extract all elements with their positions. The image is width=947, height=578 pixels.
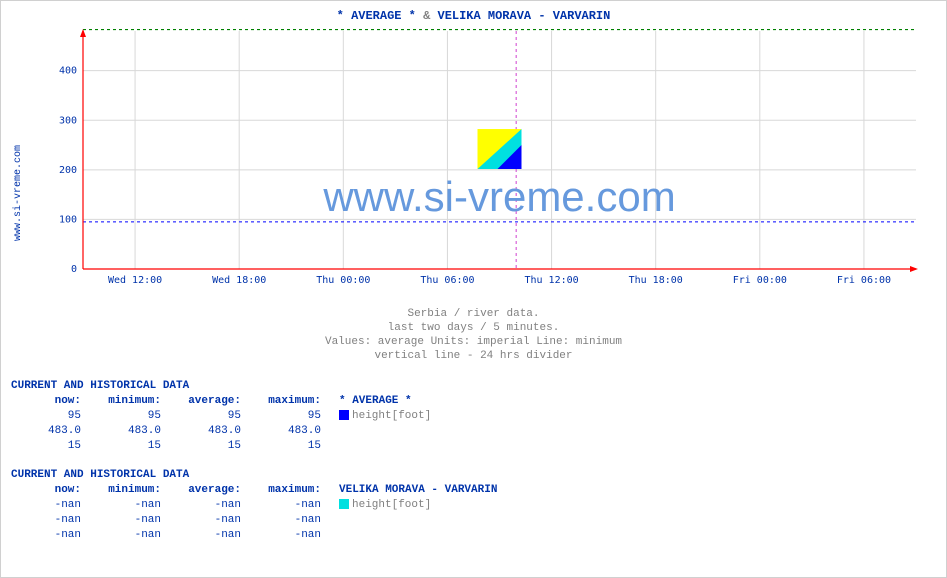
col-header-max: maximum:	[241, 483, 321, 498]
cell-now: 483.0	[11, 424, 81, 439]
table-row: 483.0483.0483.0483.0	[11, 424, 931, 439]
chart-svg: 100 200 300 400 Wed 12:00 Wed 18:00 Thu 00:00 T…	[51, 29, 921, 309]
col-header-series: * AVERAGE *	[321, 394, 412, 409]
cell-now: -nan	[11, 513, 81, 528]
svg-text:Fri 06:00: Fri 06:00	[837, 275, 891, 286]
cell-max: 95	[241, 409, 321, 424]
title-separator: &	[416, 9, 438, 23]
cell-min: 483.0	[81, 424, 161, 439]
cell-avg: -nan	[161, 498, 241, 513]
cell-max: -nan	[241, 528, 321, 543]
subtitle-block: Serbia / river data. last two days / 5 m…	[1, 307, 946, 363]
data-table: CURRENT AND HISTORICAL DATAnow:minimum:a…	[11, 468, 931, 543]
cell-max: -nan	[241, 513, 321, 528]
svg-text:Wed 18:00: Wed 18:00	[212, 275, 266, 286]
cell-avg: 483.0	[161, 424, 241, 439]
cell-avg: -nan	[161, 528, 241, 543]
subtitle-line: last two days / 5 minutes.	[1, 321, 946, 335]
table-title: CURRENT AND HISTORICAL DATA	[11, 468, 931, 483]
cell-min: -nan	[81, 528, 161, 543]
data-tables: CURRENT AND HISTORICAL DATAnow:minimum:a…	[11, 379, 931, 557]
cell-max: 15	[241, 439, 321, 454]
legend-label: height[foot]	[352, 499, 431, 511]
cell-now: 15	[11, 439, 81, 454]
svg-text:Wed 12:00: Wed 12:00	[108, 275, 162, 286]
svg-text:www.si-vreme.com: www.si-vreme.com	[322, 173, 675, 220]
subtitle-line: Serbia / river data.	[1, 307, 946, 321]
col-header-avg: average:	[161, 483, 241, 498]
table-row: 95959595height[foot]	[11, 409, 931, 424]
y-axis-label: www.si-vreme.com	[7, 141, 19, 241]
cell-now: 95	[11, 409, 81, 424]
col-header-now: now:	[11, 483, 81, 498]
figure-container: * AVERAGE * & VELIKA MORAVA - VARVARIN w…	[0, 0, 947, 578]
title-series2: VELIKA MORAVA - VARVARIN	[438, 9, 611, 23]
legend-label: height[foot]	[352, 410, 431, 422]
table-row: 15151515	[11, 439, 931, 454]
table-row: -nan-nan-nan-nan	[11, 528, 931, 543]
svg-text:Thu 06:00: Thu 06:00	[420, 275, 474, 286]
data-table: CURRENT AND HISTORICAL DATAnow:minimum:a…	[11, 379, 931, 454]
svg-text:200: 200	[59, 165, 77, 176]
legend-swatch-icon	[339, 410, 349, 420]
svg-text:100: 100	[59, 214, 77, 225]
svg-text:300: 300	[59, 115, 77, 126]
cell-min: -nan	[81, 513, 161, 528]
chart-title: * AVERAGE * & VELIKA MORAVA - VARVARIN	[1, 1, 946, 23]
col-header-series: VELIKA MORAVA - VARVARIN	[321, 483, 497, 498]
cell-min: 15	[81, 439, 161, 454]
svg-text:Thu 00:00: Thu 00:00	[316, 275, 370, 286]
cell-now: -nan	[11, 528, 81, 543]
cell-min: -nan	[81, 498, 161, 513]
svg-text:0: 0	[71, 264, 77, 275]
col-header-avg: average:	[161, 394, 241, 409]
table-title: CURRENT AND HISTORICAL DATA	[11, 379, 931, 394]
cell-legend: height[foot]	[321, 409, 431, 424]
title-series1: * AVERAGE *	[337, 9, 416, 23]
subtitle-line: Values: average Units: imperial Line: mi…	[1, 335, 946, 349]
table-header-row: now:minimum:average:maximum: VELIKA MORA…	[11, 483, 931, 498]
ylabel-text: www.si-vreme.com	[13, 145, 24, 241]
cell-legend: height[foot]	[321, 498, 431, 513]
cell-max: 483.0	[241, 424, 321, 439]
cell-avg: 95	[161, 409, 241, 424]
cell-now: -nan	[11, 498, 81, 513]
table-row: -nan-nan-nan-nanheight[foot]	[11, 498, 931, 513]
col-header-now: now:	[11, 394, 81, 409]
cell-min: 95	[81, 409, 161, 424]
cell-avg: -nan	[161, 513, 241, 528]
svg-text:Fri 00:00: Fri 00:00	[733, 275, 787, 286]
plot-area: 100 200 300 400 Wed 12:00 Wed 18:00 Thu 00:00 T…	[51, 29, 921, 289]
table-row: -nan-nan-nan-nan	[11, 513, 931, 528]
subtitle-line: vertical line - 24 hrs divider	[1, 349, 946, 363]
col-header-min: minimum:	[81, 394, 161, 409]
legend-swatch-icon	[339, 499, 349, 509]
svg-text:Thu 18:00: Thu 18:00	[629, 275, 683, 286]
col-header-min: minimum:	[81, 483, 161, 498]
cell-max: -nan	[241, 498, 321, 513]
cell-avg: 15	[161, 439, 241, 454]
table-header-row: now:minimum:average:maximum:* AVERAGE *	[11, 394, 931, 409]
svg-text:400: 400	[59, 66, 77, 77]
col-header-max: maximum:	[241, 394, 321, 409]
svg-text:Thu 12:00: Thu 12:00	[524, 275, 578, 286]
